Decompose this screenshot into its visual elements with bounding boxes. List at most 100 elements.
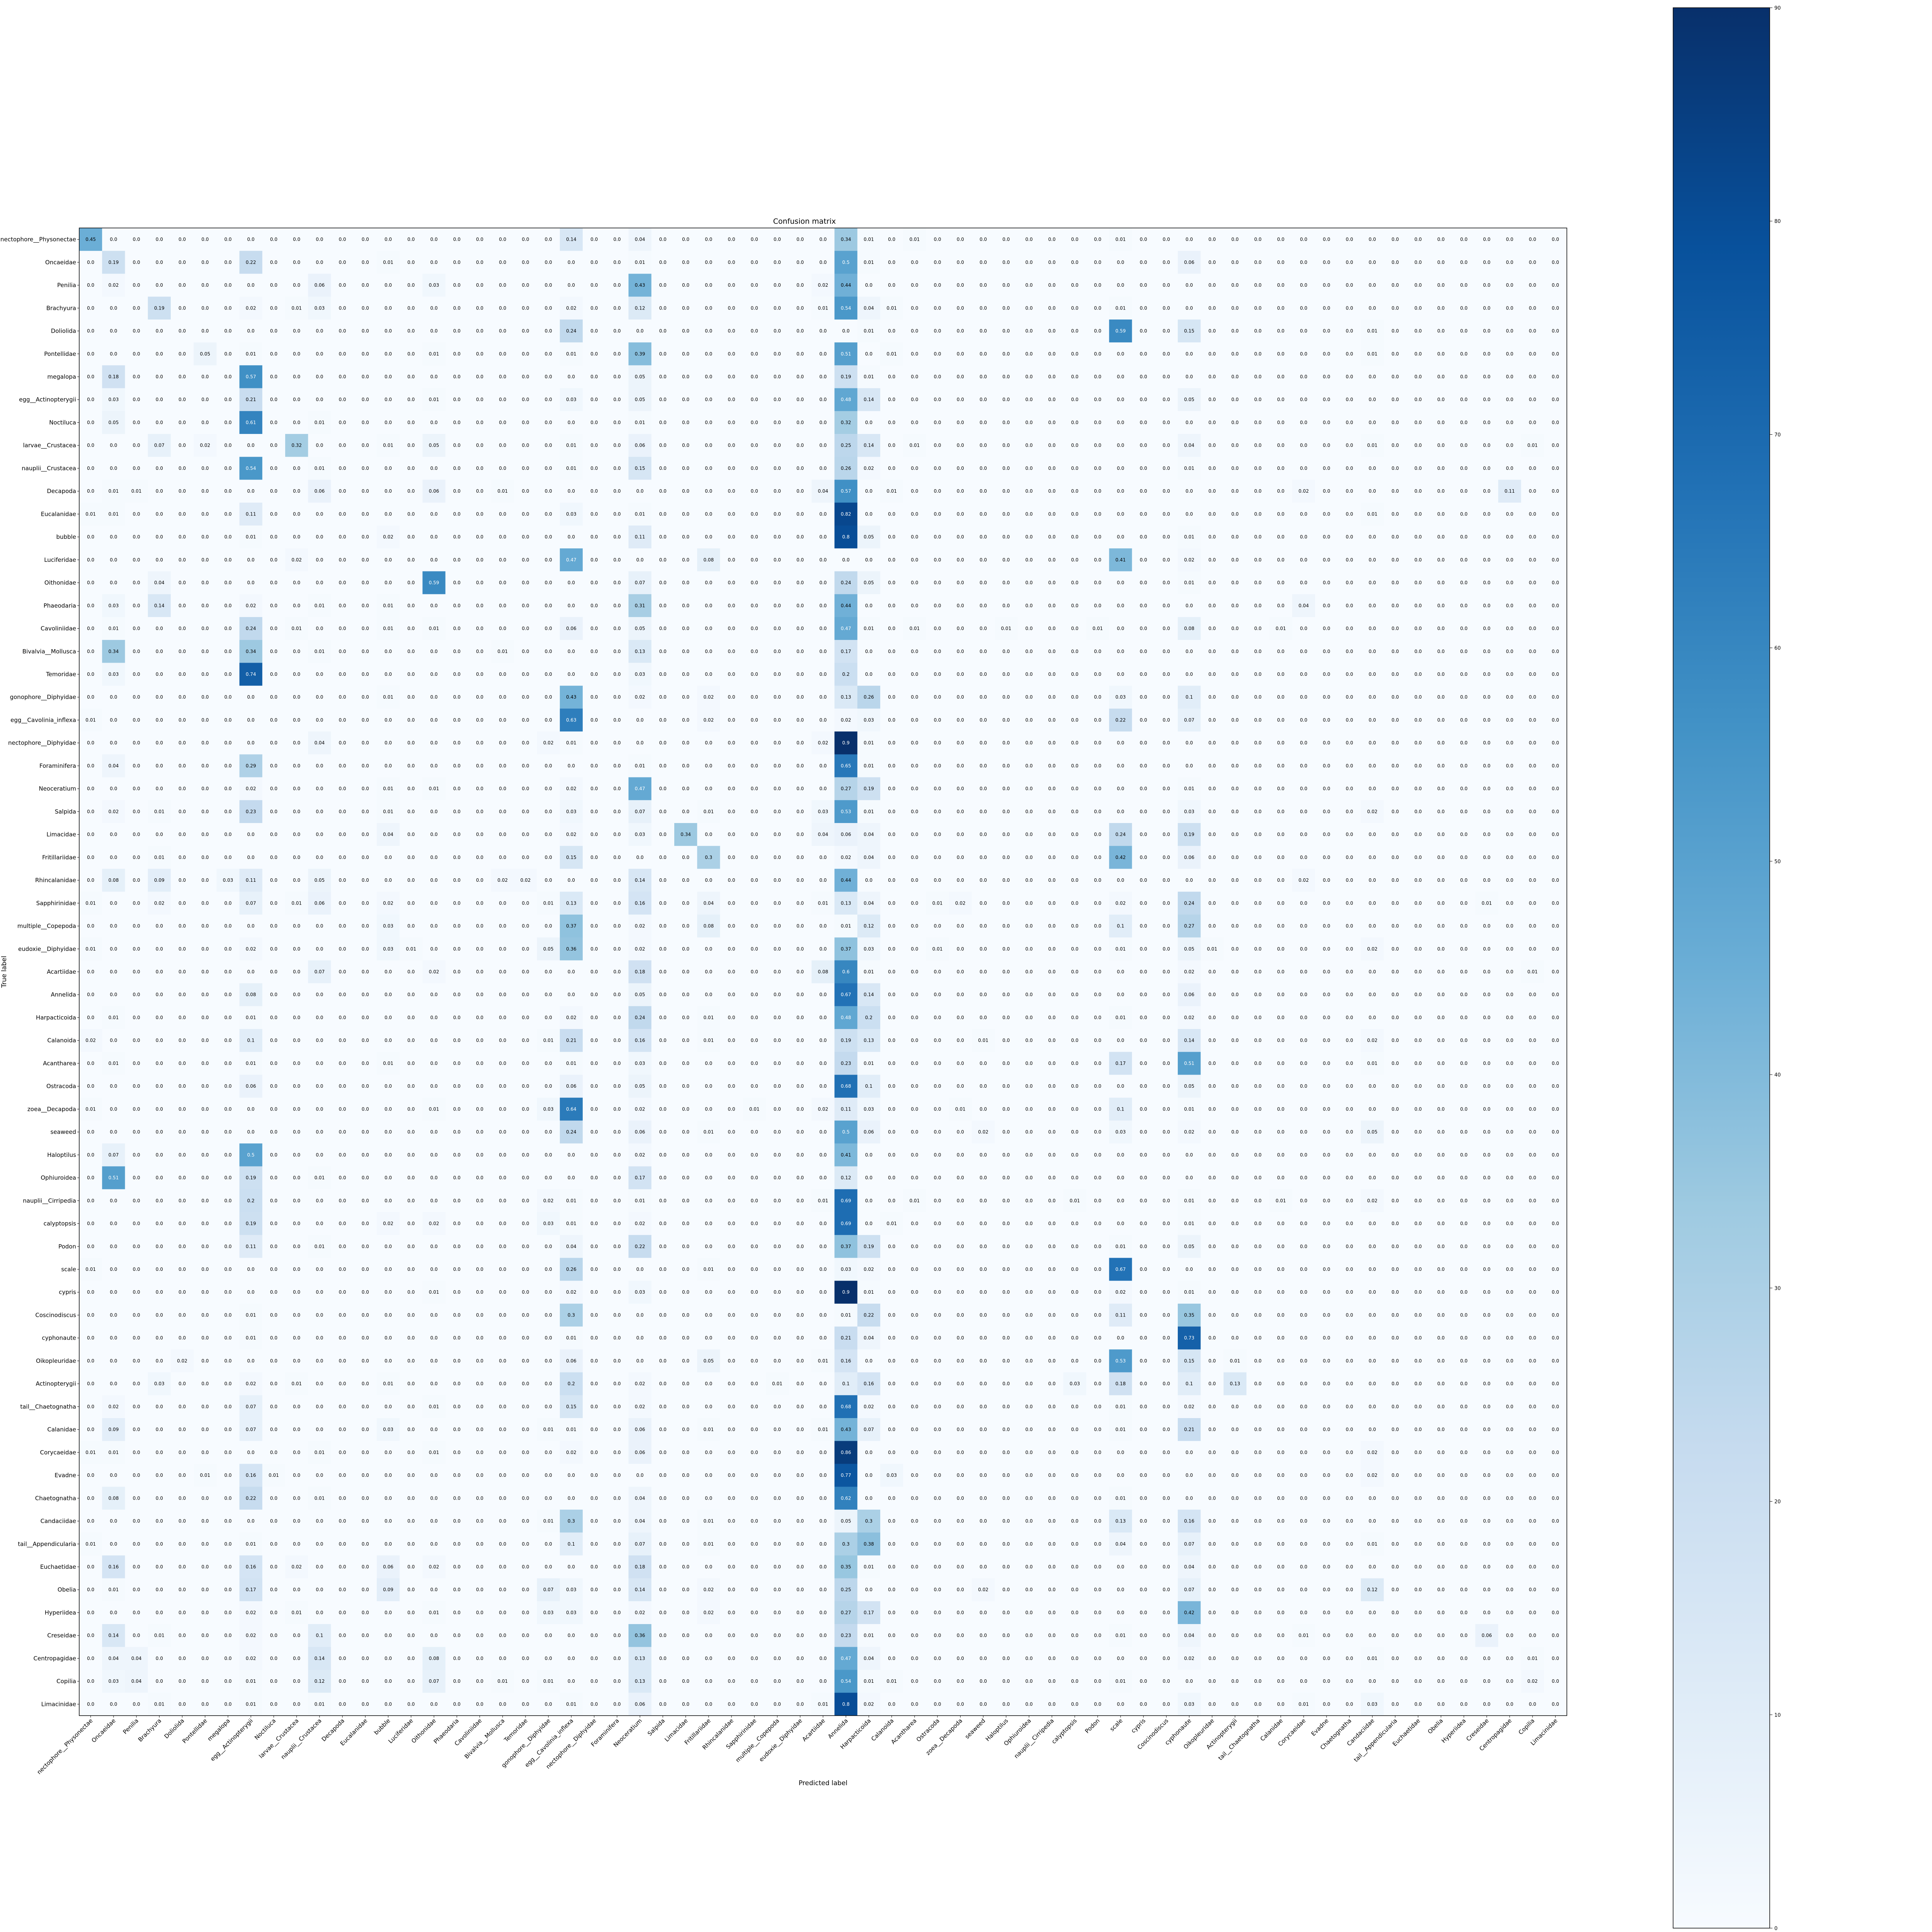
- matrix-cell-label: 0.0: [659, 305, 667, 311]
- matrix-cell-label: 0.0: [819, 443, 827, 448]
- matrix-cell-label: 0.0: [156, 374, 163, 379]
- matrix-cell-label: 0.0: [384, 237, 392, 242]
- matrix-cell-label: 0.0: [1071, 282, 1078, 288]
- matrix-cell: [995, 251, 1018, 274]
- matrix-cell-label: 0.0: [1277, 351, 1284, 357]
- matrix-cell-label: 0.0: [179, 397, 186, 402]
- matrix-cell-label: 0.0: [751, 466, 758, 471]
- matrix-cell-label: 0.0: [1437, 328, 1445, 334]
- matrix-cell-label: 0.02: [1298, 488, 1309, 494]
- matrix-cell-label: 0.0: [1483, 260, 1490, 265]
- matrix-cell-label: 0.57: [841, 488, 851, 494]
- matrix-cell: [148, 251, 171, 274]
- matrix-cell-label: 0.0: [545, 305, 552, 311]
- matrix-cell: [651, 228, 675, 251]
- matrix-cell-label: 0.0: [1346, 237, 1353, 242]
- matrix-cell-label: 0.14: [566, 237, 577, 242]
- matrix-cell-label: 0.0: [1529, 237, 1536, 242]
- matrix-cell-label: 0.02: [200, 443, 210, 448]
- matrix-cell-label: 0.0: [201, 237, 209, 242]
- matrix-cell: [331, 228, 354, 251]
- matrix-cell-label: 0.0: [980, 260, 987, 265]
- matrix-cell-label: 0.0: [1231, 237, 1239, 242]
- matrix-cell-label: 0.0: [1254, 488, 1262, 494]
- matrix-cell: [834, 251, 858, 274]
- matrix-cell-label: 0.0: [1094, 397, 1101, 402]
- matrix-cell-label: 0.0: [293, 351, 300, 357]
- matrix-cell: [400, 251, 423, 274]
- matrix-cell-label: 0.0: [613, 328, 621, 334]
- matrix-cell: [537, 274, 560, 297]
- matrix-cell-label: 0.0: [1552, 305, 1559, 311]
- matrix-cell-label: 0.0: [1048, 466, 1056, 471]
- matrix-cell-label: 0.06: [429, 488, 439, 494]
- matrix-cell-label: 0.0: [224, 466, 231, 471]
- matrix-cell-label: 0.0: [751, 237, 758, 242]
- matrix-cell-label: 0.0: [751, 420, 758, 425]
- matrix-cell: [811, 228, 835, 251]
- matrix-cell-label: 0.0: [1071, 443, 1078, 448]
- matrix-cell-label: 0.0: [545, 466, 552, 471]
- matrix-cell-label: 0.0: [659, 260, 667, 265]
- matrix-cell-label: 0.43: [635, 282, 645, 288]
- matrix-cell-label: 0.03: [429, 282, 439, 288]
- matrix-cell-label: 0.0: [1506, 397, 1513, 402]
- matrix-cell-label: 0.0: [339, 305, 346, 311]
- matrix-cell-label: 0.0: [1391, 305, 1399, 311]
- matrix-cell-label: 0.0: [888, 466, 895, 471]
- matrix-cell-label: 0.0: [751, 351, 758, 357]
- matrix-cell-label: 0.01: [1116, 237, 1126, 242]
- matrix-cell-label: 0.0: [659, 397, 667, 402]
- matrix-cell-label: 0.0: [476, 237, 483, 242]
- matrix-cell-label: 0.61: [246, 420, 256, 425]
- matrix-cell-label: 0.0: [270, 374, 277, 379]
- matrix-cell-label: 0.0: [339, 466, 346, 471]
- matrix-cell-label: 0.0: [362, 328, 369, 334]
- matrix-cell-label: 0.0: [1414, 351, 1422, 357]
- matrix-cell-label: 0.45: [85, 237, 96, 242]
- matrix-cell: [1292, 228, 1315, 251]
- matrix-cell-label: 0.0: [1117, 351, 1124, 357]
- matrix-cell-label: 0.21: [246, 397, 256, 402]
- matrix-cell-label: 0.0: [796, 397, 804, 402]
- matrix-cell-label: 0.0: [156, 466, 163, 471]
- matrix-cell-label: 0.0: [568, 488, 575, 494]
- matrix-cell-label: 0.0: [1414, 420, 1422, 425]
- matrix-cell-label: 0.0: [362, 443, 369, 448]
- matrix-cell-label: 0.0: [1254, 443, 1262, 448]
- matrix-cell-label: 0.0: [751, 305, 758, 311]
- matrix-cell: [1132, 228, 1155, 251]
- matrix-cell-label: 0.0: [659, 443, 667, 448]
- matrix-cell-label: 0.0: [384, 374, 392, 379]
- matrix-cell-label: 0.0: [156, 260, 163, 265]
- matrix-cell-label: 0.0: [705, 443, 712, 448]
- matrix-cell-label: 0.0: [1048, 420, 1056, 425]
- matrix-cell-label: 0.0: [1026, 420, 1033, 425]
- matrix-cell-label: 0.0: [728, 397, 735, 402]
- matrix-cell-label: 0.0: [1460, 374, 1468, 379]
- matrix-cell-label: 0.0: [1346, 443, 1353, 448]
- matrix-cell-label: 0.0: [1391, 282, 1399, 288]
- matrix-cell-label: 0.0: [774, 443, 781, 448]
- matrix-cell: [1429, 251, 1453, 274]
- matrix-cell-label: 0.0: [590, 397, 598, 402]
- matrix-cell: [560, 274, 583, 297]
- matrix-cell: [79, 274, 102, 297]
- matrix-cell-label: 0.0: [751, 260, 758, 265]
- matrix-cell-label: 0.0: [1369, 305, 1376, 311]
- matrix-cell-label: 0.0: [1483, 420, 1490, 425]
- matrix-cell: [445, 228, 469, 251]
- matrix-cell: [926, 228, 949, 251]
- matrix-cell-label: 0.0: [934, 420, 941, 425]
- matrix-cell-label: 0.01: [383, 260, 393, 265]
- matrix-cell-label: 0.0: [682, 260, 689, 265]
- matrix-cell-label: 0.0: [179, 443, 186, 448]
- matrix-cell-label: 0.01: [635, 260, 645, 265]
- matrix-cell-label: 0.0: [1048, 488, 1056, 494]
- matrix-cell-label: 0.0: [293, 374, 300, 379]
- matrix-cell-label: 0.0: [934, 488, 941, 494]
- matrix-cell-label: 0.0: [545, 443, 552, 448]
- matrix-cell-label: 0.0: [1002, 488, 1010, 494]
- matrix-cell-label: 0.0: [1414, 443, 1422, 448]
- matrix-cell-label: 0.0: [110, 328, 117, 334]
